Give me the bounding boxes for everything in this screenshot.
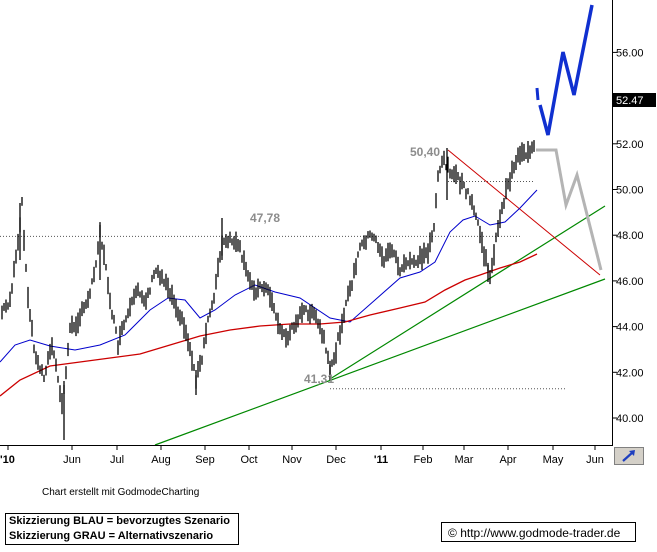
copyright-icon: © bbox=[448, 526, 457, 540]
y-tick-label: 42.00 bbox=[616, 367, 644, 379]
scenario-gray-path bbox=[536, 148, 603, 271]
y-tick-label: 44.00 bbox=[616, 322, 644, 334]
y-tick-label: 50.00 bbox=[616, 185, 644, 197]
price-annotation: 47,78 bbox=[250, 211, 280, 225]
source-box: © http://www.godmode-trader.de bbox=[441, 522, 636, 542]
legend-gray: Skizzierung GRAU = Alternativszenario bbox=[9, 530, 214, 542]
moving-average-long bbox=[0, 253, 538, 397]
y-tick-label: 40.00 bbox=[616, 413, 644, 425]
x-tick-label: May bbox=[543, 454, 564, 466]
x-tick-label: Oct bbox=[240, 454, 257, 466]
x-tick-label: Feb bbox=[414, 454, 433, 466]
x-tick-label: Nov bbox=[282, 454, 302, 466]
resistance-line bbox=[447, 149, 601, 276]
scenario-blue-path bbox=[538, 4, 594, 136]
moving-averages bbox=[0, 189, 538, 397]
price-annotation: 41,31 bbox=[304, 372, 334, 386]
moving-average-short bbox=[0, 189, 538, 363]
x-tick-label: Mar bbox=[455, 454, 474, 466]
reference-lines bbox=[0, 181, 567, 390]
current-price-label: 52.47 bbox=[616, 95, 644, 107]
x-tick-label: Jul bbox=[110, 454, 124, 466]
trend-lines bbox=[154, 149, 606, 446]
plot-background bbox=[0, 0, 612, 445]
price-annotation: 50,40 bbox=[410, 145, 440, 159]
x-tick-label: '11 bbox=[374, 454, 388, 466]
x-tick-label: '10 bbox=[0, 454, 15, 466]
scenario-sketches bbox=[535, 4, 603, 271]
source-link[interactable]: http://www.godmode-trader.de bbox=[460, 526, 621, 540]
y-tick-label: 56.00 bbox=[616, 47, 644, 59]
y-tick-label: 52.00 bbox=[616, 139, 644, 151]
x-tick-label: Apr bbox=[499, 454, 516, 466]
y-tick-label: 48.00 bbox=[616, 230, 644, 242]
legend-blue: Skizzierung BLAU = bevorzugtes Szenario bbox=[9, 515, 230, 527]
annotations: 50,40 47,78 41,31 bbox=[250, 145, 440, 386]
scenario-legend: Skizzierung BLAU = bevorzugtes Szenario … bbox=[5, 513, 239, 545]
price-bars bbox=[1, 140, 535, 440]
trend-line-upper bbox=[329, 205, 606, 380]
current-price-tag: 52.47 bbox=[613, 93, 656, 107]
x-axis: '10 Jun Jul Aug Sep Oct Nov Dec '11 Feb Mar Apr May J… bbox=[0, 445, 604, 466]
y-axis: 40.0042.0044.0046.0048.0050.0052.0054.00… bbox=[612, 47, 644, 425]
trend-line-lower bbox=[154, 278, 606, 446]
x-tick-label: Sep bbox=[195, 454, 215, 466]
x-tick-label: Jun bbox=[63, 454, 81, 466]
chart-credit: Chart erstellt mit GodmodeCharting bbox=[42, 487, 200, 498]
arrow-icon bbox=[622, 450, 635, 462]
y-tick-label: 46.00 bbox=[616, 276, 644, 288]
chart-nav-button[interactable] bbox=[614, 447, 644, 465]
x-tick-label: Dec bbox=[326, 454, 346, 466]
scenario-blue-tick bbox=[535, 87, 540, 101]
x-tick-label: Jun bbox=[586, 454, 604, 466]
x-tick-label: Aug bbox=[151, 454, 171, 466]
